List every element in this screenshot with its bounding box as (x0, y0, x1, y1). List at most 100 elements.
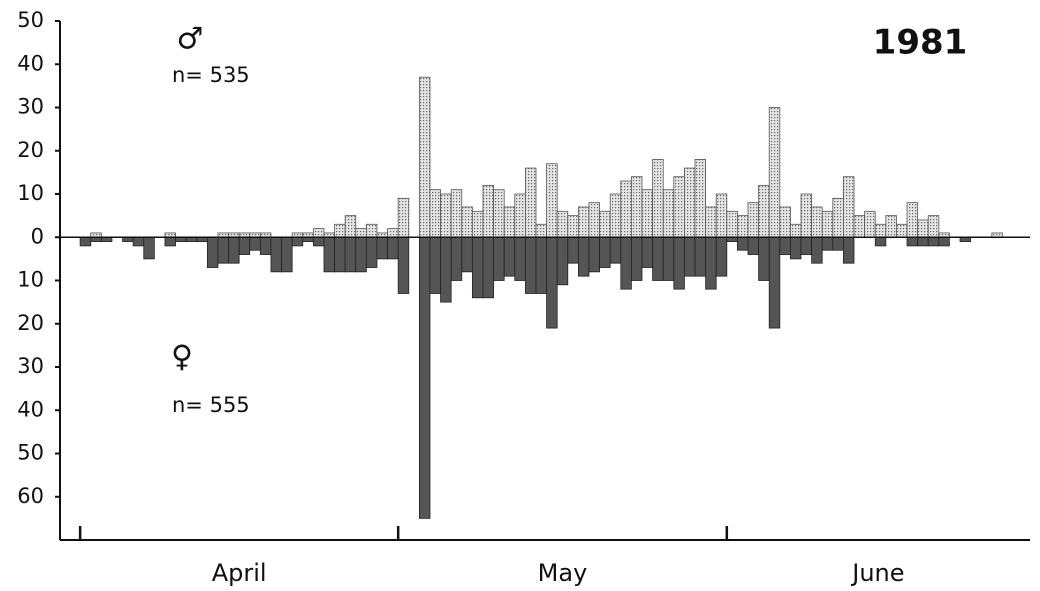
y-tick-label: 10 (17, 268, 44, 292)
male-bar (514, 193, 526, 238)
female-bar (503, 236, 516, 277)
male-bar (758, 184, 770, 238)
female-bar (747, 236, 760, 255)
male-bar (715, 193, 728, 238)
female-bar (323, 236, 335, 273)
female-bar (927, 236, 940, 247)
female-bar (514, 236, 526, 281)
female-bar (705, 236, 717, 290)
male-bar (652, 158, 664, 238)
male-bar (768, 107, 781, 238)
female-bar (217, 236, 229, 264)
male-bar (843, 176, 855, 238)
y-tick-label: 30 (17, 354, 44, 378)
male-bar (344, 215, 357, 238)
y-tick-label: 0 (31, 224, 44, 248)
female-bar (79, 236, 92, 247)
female-bar (673, 236, 685, 290)
male-bar (737, 215, 749, 238)
y-tick-label: 40 (17, 397, 44, 421)
y-tick-label: 50 (17, 441, 44, 465)
y-tick-label: 40 (17, 51, 44, 75)
male-bar (790, 223, 802, 238)
male-bar (567, 215, 579, 238)
female-bar (450, 236, 463, 281)
male-bar (705, 206, 717, 238)
male-bar (821, 210, 834, 238)
male-bar (874, 223, 887, 238)
female-bar (344, 236, 357, 273)
male-bar (864, 210, 876, 238)
male-bar (588, 202, 600, 238)
female-bar (312, 236, 325, 247)
y-tick-label: 20 (17, 138, 44, 162)
male-bar (694, 158, 707, 238)
female-bar (291, 236, 304, 247)
male-bar (535, 223, 547, 238)
female-bar (461, 236, 473, 273)
chart-title: 1981 (873, 23, 968, 63)
female-bar (493, 236, 505, 281)
female-bar (694, 236, 707, 277)
female-bar (387, 236, 399, 260)
female-bar (259, 236, 272, 255)
male-bar (556, 210, 569, 238)
female-bar (779, 236, 791, 255)
female-bar (737, 236, 749, 251)
male-bar (546, 163, 558, 238)
male-bar (609, 193, 622, 238)
female-bar (524, 236, 537, 294)
male-bar (577, 206, 590, 238)
male-bar (747, 202, 760, 238)
female-bar (397, 236, 410, 294)
female-bar (546, 236, 558, 329)
female-bar (609, 236, 622, 264)
female-bar (821, 236, 834, 251)
male-bar (641, 189, 654, 238)
female-bar (270, 236, 282, 273)
month-label: May (538, 559, 588, 587)
female-bar (938, 236, 950, 247)
female-bar (874, 236, 887, 247)
female-bar (429, 236, 441, 294)
female-bar (132, 236, 145, 247)
male-bar (779, 206, 791, 238)
female-bar (355, 236, 367, 273)
male-bar (524, 167, 537, 238)
female-bar (535, 236, 547, 294)
female-bar (800, 236, 813, 255)
month-label: June (850, 559, 904, 587)
male-bar (885, 215, 897, 238)
female-bar (843, 236, 855, 264)
female-bar (164, 236, 176, 247)
y-tick-label: 60 (17, 484, 44, 508)
female-bar (641, 236, 654, 268)
female-bar (811, 236, 823, 264)
female-bar (206, 236, 219, 268)
male-bar (917, 219, 929, 238)
female-bar (143, 236, 155, 260)
male-bar (355, 228, 367, 238)
male-bar (673, 176, 685, 238)
male-symbol: ♂ (177, 22, 204, 57)
male-bar (493, 189, 505, 238)
female-bar (418, 236, 431, 519)
female-bar (334, 236, 346, 273)
y-tick-label: 10 (17, 181, 44, 205)
male-bar (503, 206, 516, 238)
female-bar (238, 236, 251, 255)
female-count: n= 555 (172, 393, 250, 417)
male-bar (365, 223, 378, 238)
female-bar (652, 236, 664, 281)
female-bar (376, 236, 388, 260)
male-bar (418, 76, 431, 238)
female-bar (620, 236, 632, 290)
y-tick-label: 50 (17, 8, 44, 32)
female-bar (365, 236, 378, 268)
female-bar (249, 236, 261, 251)
male-bar (726, 210, 738, 238)
y-tick-label: 20 (17, 311, 44, 335)
female-symbol: ♀ (171, 340, 193, 375)
male-bar (397, 197, 410, 238)
